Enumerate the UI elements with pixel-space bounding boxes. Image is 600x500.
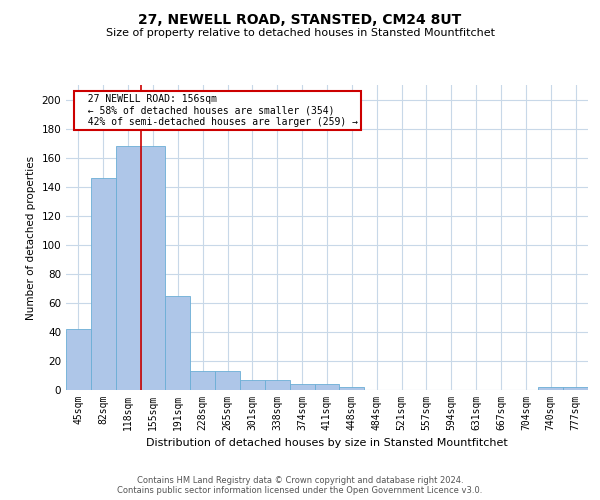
Bar xyxy=(340,387,364,390)
Bar xyxy=(314,384,340,390)
Bar xyxy=(538,387,563,390)
Bar xyxy=(563,387,588,390)
Bar xyxy=(116,146,140,390)
X-axis label: Distribution of detached houses by size in Stansted Mountfitchet: Distribution of detached houses by size … xyxy=(146,438,508,448)
Bar xyxy=(240,380,265,390)
Bar xyxy=(166,296,190,390)
Bar xyxy=(290,384,314,390)
Y-axis label: Number of detached properties: Number of detached properties xyxy=(26,156,36,320)
Bar xyxy=(91,178,116,390)
Bar xyxy=(265,380,290,390)
Bar xyxy=(190,371,215,390)
Bar xyxy=(66,329,91,390)
Bar xyxy=(140,146,166,390)
Text: Size of property relative to detached houses in Stansted Mountfitchet: Size of property relative to detached ho… xyxy=(106,28,494,38)
Text: 27 NEWELL ROAD: 156sqm
  ← 58% of detached houses are smaller (354)
  42% of sem: 27 NEWELL ROAD: 156sqm ← 58% of detached… xyxy=(76,94,358,128)
Bar xyxy=(215,371,240,390)
Text: Contains HM Land Registry data © Crown copyright and database right 2024.
Contai: Contains HM Land Registry data © Crown c… xyxy=(118,476,482,495)
Text: 27, NEWELL ROAD, STANSTED, CM24 8UT: 27, NEWELL ROAD, STANSTED, CM24 8UT xyxy=(139,12,461,26)
